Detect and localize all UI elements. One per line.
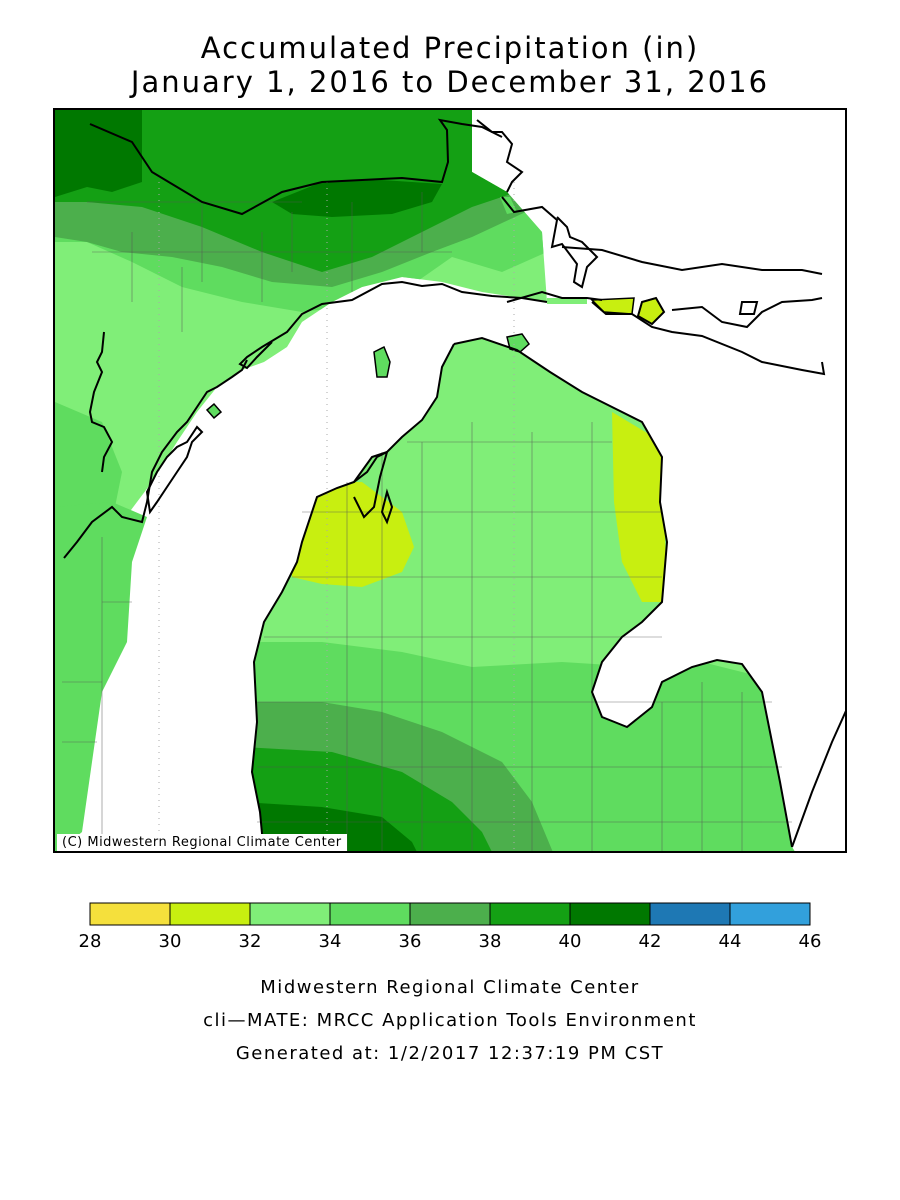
legend-tick-label: 42 — [639, 931, 662, 952]
legend-swatch — [569, 902, 651, 926]
map-date-range: January 1, 2016 to December 31, 2016 — [130, 65, 770, 99]
precipitation-map — [55, 110, 845, 851]
map-title: Accumulated Precipitation (in) — [200, 31, 700, 65]
legend-tick-label: 40 — [559, 931, 582, 952]
footer-generated: Generated at: 1/2/2017 12:37:19 PM CST — [235, 1043, 665, 1064]
map-copyright: (C) Midwestern Regional Climate Center — [57, 834, 347, 851]
county-boundaries — [62, 192, 792, 851]
precip-legend: 28 30 32 34 36 38 40 42 44 46 — [79, 902, 822, 952]
legend-tick-label: 32 — [239, 931, 262, 952]
legend-swatch — [89, 902, 171, 926]
legend-swatch — [169, 902, 251, 926]
footer-org: Midwestern Regional Climate Center — [260, 977, 640, 998]
legend-tick-label: 44 — [719, 931, 742, 952]
legend-tick-label: 46 — [799, 931, 822, 952]
western-strip — [55, 502, 147, 851]
legend-swatch — [249, 902, 331, 926]
graticule — [158, 182, 515, 851]
legend-tick-label: 28 — [79, 931, 102, 952]
legend-swatch — [489, 902, 571, 926]
legend-tick-label: 36 — [399, 931, 422, 952]
legend-swatch — [729, 902, 811, 926]
legend-tick-label: 38 — [479, 931, 502, 952]
coastlines — [63, 118, 845, 851]
legend-tick-label: 34 — [319, 931, 342, 952]
legend-swatch — [409, 902, 491, 926]
legend-swatch — [329, 902, 411, 926]
map-frame — [53, 108, 847, 853]
legend-tick-label: 30 — [159, 931, 182, 952]
legend-swatch — [649, 902, 731, 926]
footer-tool: cli—MATE: MRCC Application Tools Environ… — [203, 1010, 697, 1031]
